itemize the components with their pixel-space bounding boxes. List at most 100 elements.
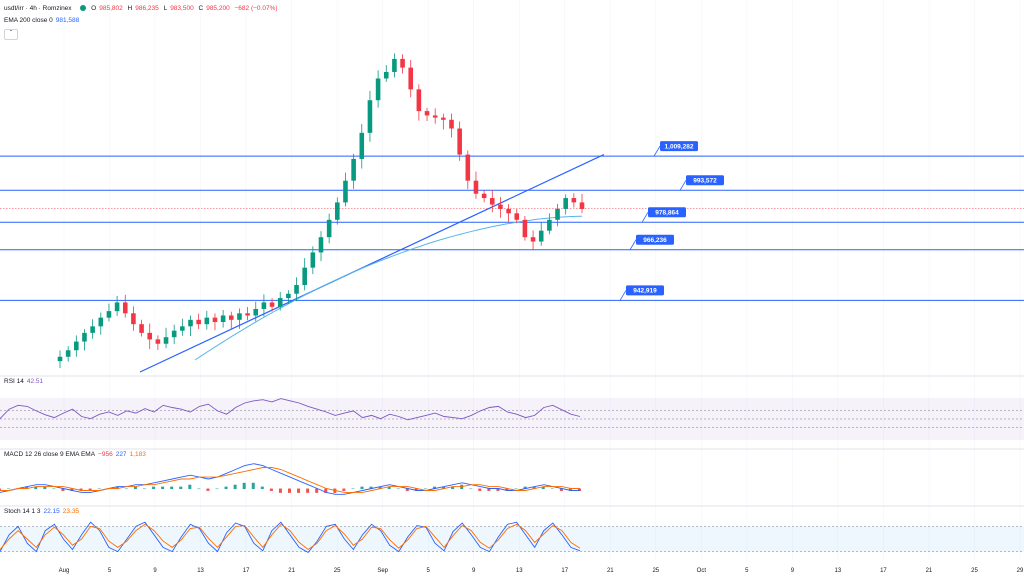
macd-pane [0, 463, 581, 495]
trendline[interactable] [139, 154, 605, 373]
x-tick-label: 25 [652, 568, 659, 574]
candle-body [294, 285, 299, 294]
candle-body [261, 302, 267, 309]
level-label: 1,009,282 [665, 143, 694, 150]
macd-histogram-bar [152, 486, 156, 490]
macd-histogram-bar [442, 486, 446, 490]
x-tick-label: 17 [561, 568, 568, 574]
candle-body [114, 302, 120, 312]
x-axis: Aug 5 9 13 17 21 25 Sep 5 9 13 17 21 25 Oct 5 9 13 17 21 25 2… [59, 568, 1024, 574]
macd-signal-line [0, 467, 580, 493]
candle-body [579, 202, 585, 209]
level-labels[interactable]: 1,009,282 993,572 978,864 966,236 942,919 [619, 141, 724, 301]
open-label: O [91, 5, 97, 12]
macd-histogram-bar [342, 488, 346, 491]
macd-histogram-bar [251, 482, 255, 490]
macd-histogram-bar [25, 486, 29, 490]
candle-body [245, 313, 250, 316]
macd-histogram-bar [578, 488, 581, 491]
candle-body [538, 230, 544, 242]
macd-histogram-bar [369, 486, 373, 490]
macd-histogram-bar [288, 488, 291, 493]
level-label: 993,572 [693, 178, 717, 185]
candle-body [424, 111, 430, 116]
candle-body [310, 252, 316, 268]
ema-label: EMA 200 close 0 [4, 17, 53, 24]
macd-histogram-bar [43, 486, 47, 490]
candle-body [514, 213, 520, 220]
ema-200-line [194, 215, 583, 361]
macd-histogram-bar [568, 488, 572, 491]
macd-legend[interactable]: MACD 12 26 close 9 EMA EMA −956 227 1,183 [4, 451, 149, 458]
x-tick-label: 13 [835, 568, 842, 574]
level-callout-line [679, 180, 687, 191]
candle-body [326, 219, 332, 238]
candle-body [228, 315, 234, 320]
candle-body [506, 208, 511, 214]
candle-body [204, 317, 210, 325]
candle-body [253, 308, 259, 316]
candle-body [416, 89, 422, 112]
candle-body [131, 313, 136, 325]
level-label-bg [636, 234, 674, 245]
rsi-value: 42.51 [26, 378, 44, 385]
macd-histogram-bar [387, 486, 391, 490]
candle-body [530, 237, 536, 242]
candle-body [147, 332, 153, 340]
macd-histogram-bar [414, 488, 418, 491]
candle-body [188, 319, 193, 327]
x-tick-label: 5 [108, 568, 112, 574]
macd-histogram-bar [52, 488, 56, 490]
candle-body [571, 198, 577, 203]
stoch-band [0, 526, 1024, 552]
candle-body [432, 115, 438, 118]
level-callout-line [619, 290, 627, 301]
rsi-legend[interactable]: RSI 14 42.51 [4, 378, 46, 385]
candle-body [139, 324, 144, 333]
macd-label: MACD 12 26 close 9 EMA EMA [4, 451, 96, 458]
change-value: −682 (−0.07%) [234, 5, 278, 12]
macd-histogram-bar [197, 488, 201, 490]
macd-histogram-bar [423, 488, 427, 490]
candle-body [383, 71, 389, 79]
rsi-label: RSI 14 [4, 378, 24, 385]
macd-histogram-bar [161, 486, 165, 490]
stoch-legend[interactable]: Stoch 14 1 3 22.15 23.35 [4, 508, 82, 515]
x-tick-label: Oct [697, 568, 707, 574]
x-tick-label: 5 [745, 568, 749, 574]
macd-histogram-bar [242, 482, 246, 490]
macd-histogram-bar [70, 488, 74, 491]
candle-body [457, 128, 462, 155]
x-tick-label: 29 [1017, 568, 1024, 574]
level-label: 942,919 [633, 288, 657, 295]
candle-body [359, 132, 365, 159]
macd-histogram-bar [215, 488, 219, 490]
high-value: 986,235 [135, 5, 159, 12]
candlesticks [57, 53, 585, 369]
level-label-bg [626, 285, 664, 296]
candle-body [155, 339, 161, 344]
chevron-up-icon[interactable]: ˆ [4, 29, 18, 40]
candle-body [212, 317, 218, 322]
x-tick-label: 17 [243, 568, 250, 574]
candle-body [547, 219, 552, 231]
level-label: 978,864 [655, 210, 679, 217]
candle-body [441, 117, 446, 120]
macd-histogram-bar [0, 488, 1, 491]
candle-body [318, 237, 324, 253]
candle-body [74, 341, 79, 351]
macd-histogram-bar [532, 486, 536, 490]
close-label: C [198, 5, 204, 12]
macd-histogram-bar [496, 488, 500, 491]
support-resistance-levels[interactable] [0, 155, 1024, 301]
symbol-title[interactable]: usdt/irr · 4h · Romzinex [4, 5, 72, 12]
macd-histogram-bar [469, 488, 473, 490]
ema-legend[interactable]: EMA 200 close 0 981,588 [4, 17, 82, 24]
high-label: H [127, 5, 133, 12]
candle-body [351, 158, 356, 181]
macd-histogram-bar [61, 488, 65, 491]
stoch-label: Stoch 14 1 3 [4, 508, 41, 515]
candle-body [343, 180, 348, 203]
candle-body [400, 58, 405, 68]
